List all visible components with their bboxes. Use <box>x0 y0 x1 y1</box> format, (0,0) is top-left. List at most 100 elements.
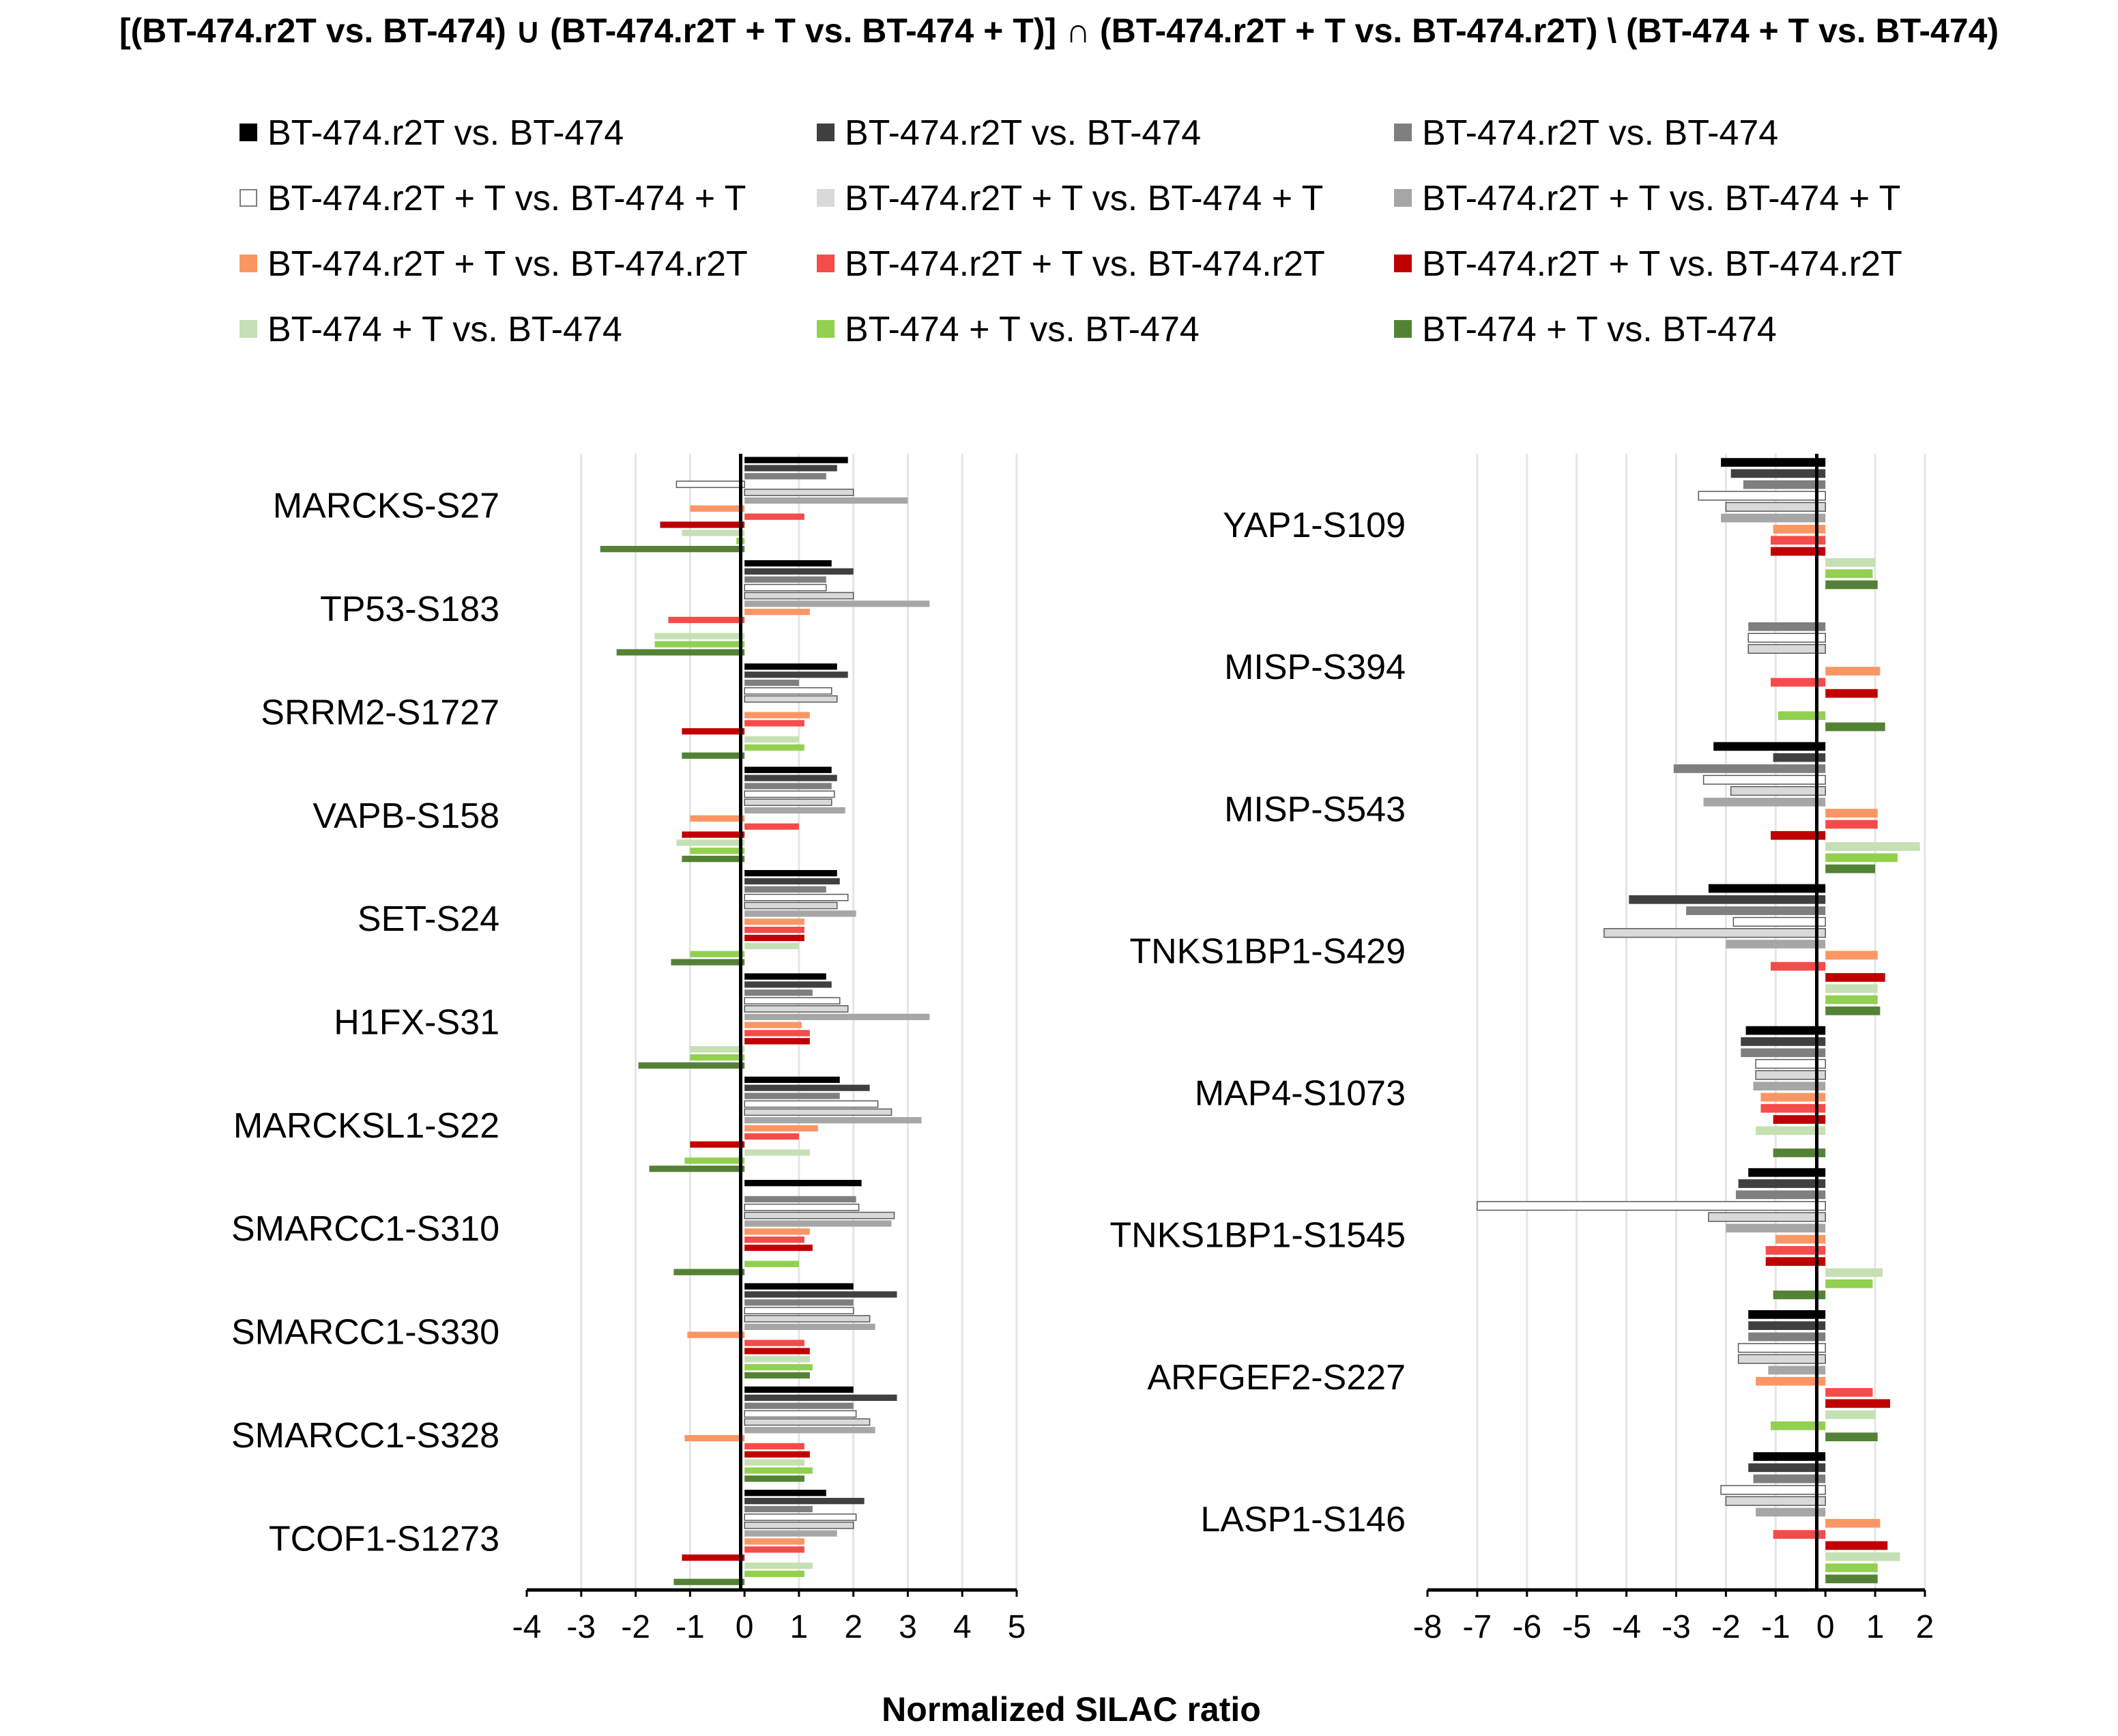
bar <box>744 1505 813 1513</box>
legend-swatch <box>240 255 257 272</box>
bar <box>744 766 832 773</box>
legend-label: BT-474.r2T vs. BT-474 <box>1422 113 1778 153</box>
category-label: MISP-S543 <box>1224 790 1406 829</box>
bar <box>673 1578 745 1585</box>
bar <box>1755 1070 1826 1080</box>
bar <box>1825 1006 1881 1015</box>
bar <box>744 1022 802 1028</box>
bar <box>682 831 745 838</box>
bar <box>1708 1212 1826 1222</box>
category-group <box>671 869 856 966</box>
category-group <box>1720 1452 1900 1584</box>
category-label: SMARCC1-S328 <box>231 1416 499 1456</box>
bar <box>1771 1421 1826 1430</box>
bar <box>744 1562 813 1569</box>
legend-label: BT-474 + T vs. BT-474 <box>1422 310 1777 349</box>
bar <box>744 790 835 798</box>
category-label: MARCKSL1-S22 <box>233 1106 499 1146</box>
bar <box>744 1013 930 1020</box>
category-label: TNKS1BP1-S429 <box>1129 931 1406 971</box>
bar <box>744 601 930 607</box>
bar <box>744 568 854 575</box>
category-label: TP53-S183 <box>320 590 499 629</box>
legend-label: BT-474.r2T + T vs. BT-474.r2T <box>267 244 748 284</box>
bar <box>1825 1268 1883 1277</box>
bar <box>744 1451 810 1458</box>
bar <box>1760 1093 1826 1102</box>
category-label: SET-S24 <box>358 899 499 939</box>
bar <box>1721 513 1826 523</box>
tick-label: -7 <box>1463 1609 1492 1645</box>
tick-label: -2 <box>621 1609 650 1645</box>
bar <box>690 505 745 512</box>
bar <box>744 695 838 703</box>
bar <box>1825 951 1878 960</box>
legend-label: BT-474.r2T + T vs. BT-474.r2T <box>1422 244 1902 284</box>
bar <box>1825 1410 1876 1419</box>
tick-label: 5 <box>1008 1609 1026 1645</box>
bar <box>744 1530 837 1537</box>
legend-swatch <box>1394 124 1412 141</box>
bar <box>744 1498 865 1505</box>
bar <box>744 1211 895 1219</box>
bar <box>1825 580 1878 590</box>
bar <box>1730 469 1826 478</box>
category-group <box>1604 884 1885 1015</box>
bar <box>1743 480 1826 489</box>
category-group <box>1737 1310 1890 1442</box>
bar <box>744 1084 870 1091</box>
bar <box>744 1386 854 1393</box>
bar <box>1737 1354 1826 1364</box>
bar <box>744 1521 854 1529</box>
legend-swatch <box>817 255 835 272</box>
bar <box>744 1228 810 1235</box>
category-group <box>687 1283 897 1379</box>
tick-label: -6 <box>1512 1609 1541 1645</box>
tick-label: 4 <box>953 1609 972 1645</box>
category-group <box>673 1180 895 1275</box>
bar <box>744 1340 804 1346</box>
bar <box>1825 809 1878 818</box>
bar <box>1756 1507 1826 1517</box>
bar <box>676 480 745 489</box>
bar <box>1741 1037 1826 1046</box>
bar <box>744 1005 849 1013</box>
bar <box>744 1459 804 1466</box>
bar <box>684 1434 745 1442</box>
bar <box>1748 622 1826 631</box>
bar <box>638 1062 745 1069</box>
bar <box>1825 864 1876 873</box>
legend-label: BT-474.r2T + T vs. BT-474 + T <box>845 179 1323 218</box>
bar <box>1825 667 1881 676</box>
bar <box>1673 764 1826 773</box>
chart-panel: YAP1-S109 MISP-S394 MISP-S543 TNKS1BP1-S429… <box>1109 454 1934 1645</box>
tick-label: 2 <box>1916 1609 1934 1645</box>
bar <box>1604 928 1826 938</box>
bar <box>744 1030 810 1037</box>
bar <box>1732 916 1826 927</box>
bar <box>744 457 848 463</box>
legend: BT-474.r2T vs. BT-474 BT-474.r2T vs. BT-4… <box>240 113 1902 349</box>
tick-label: 1 <box>1866 1609 1885 1645</box>
bar <box>744 1093 840 1099</box>
bar <box>744 712 810 719</box>
bar <box>744 1356 810 1363</box>
bar <box>744 1546 804 1553</box>
bar <box>682 856 745 863</box>
legend-swatch <box>817 189 835 207</box>
bar <box>682 1554 745 1561</box>
category-label: MAP4-S1073 <box>1195 1074 1406 1114</box>
bar <box>1721 458 1826 467</box>
bar <box>1773 1148 1826 1157</box>
category-label: TCOF1-S1273 <box>269 1519 499 1559</box>
bar <box>1825 722 1885 732</box>
bar <box>744 465 837 472</box>
bar <box>744 934 804 942</box>
category-group <box>1673 742 1920 873</box>
bar <box>1775 1234 1826 1244</box>
bar <box>1686 906 1826 915</box>
legend-label: BT-474.r2T vs. BT-474 <box>845 113 1201 153</box>
bar <box>744 736 799 743</box>
bar <box>744 1299 854 1306</box>
